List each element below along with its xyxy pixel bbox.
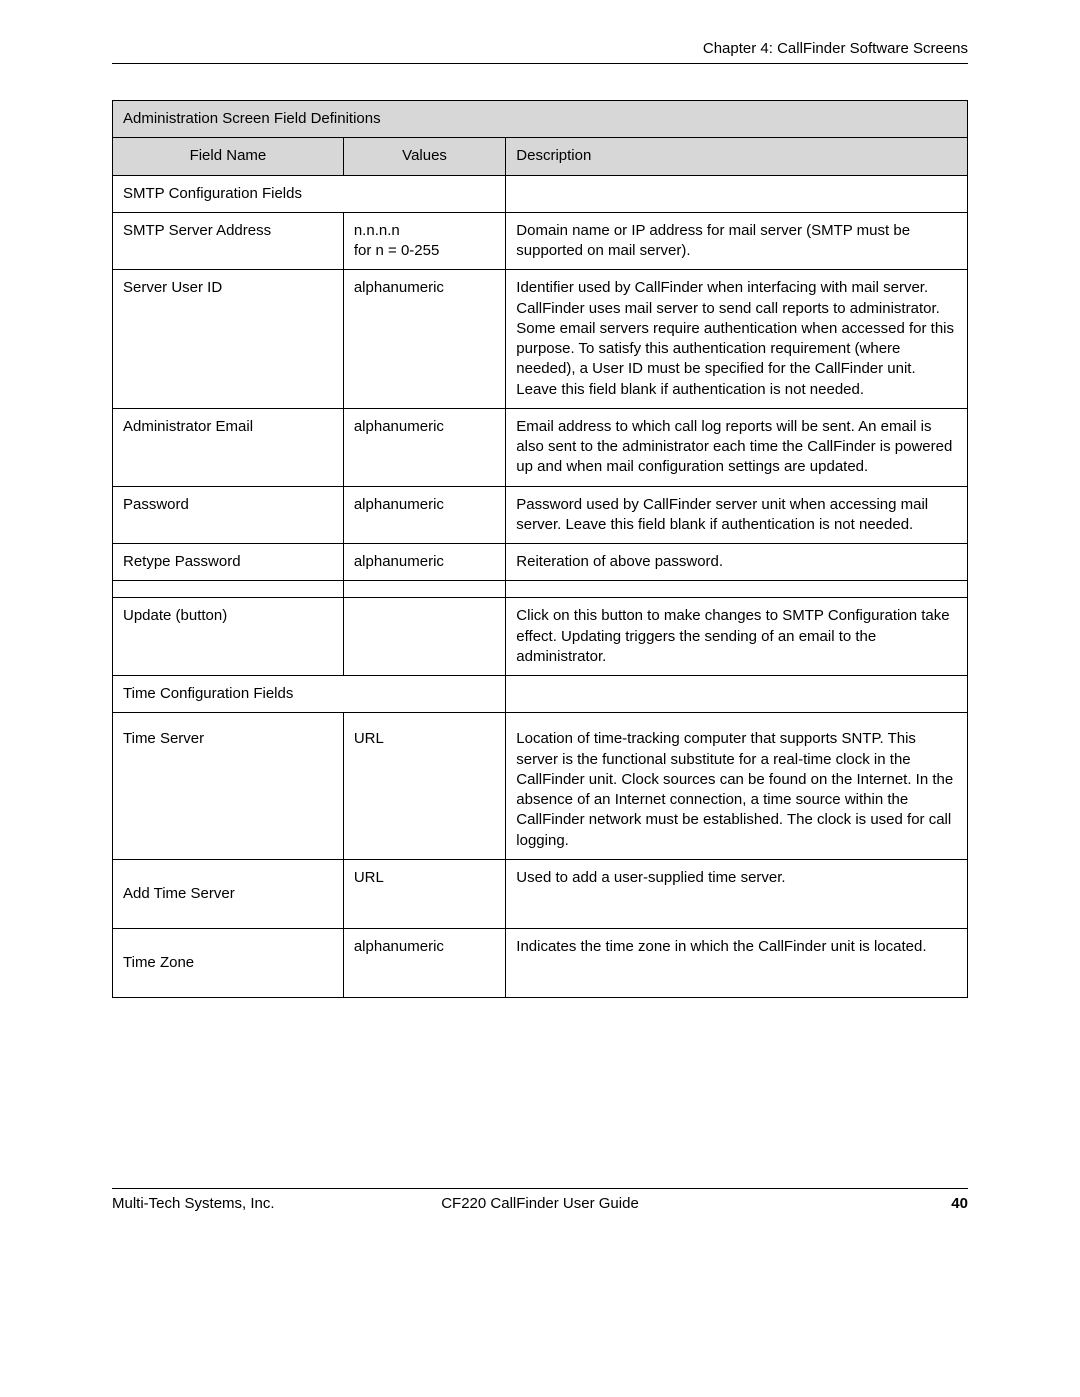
field-name: Time Server <box>113 713 344 860</box>
table-row: Time Server URL Location of time-trackin… <box>113 713 968 860</box>
field-name: Retype Password <box>113 544 344 581</box>
field-values: alphanumeric <box>343 544 505 581</box>
field-values: alphanumeric <box>343 929 505 998</box>
table-row: Server User ID alphanumeric Identifier u… <box>113 270 968 409</box>
field-description: Click on this button to make changes to … <box>506 598 968 676</box>
field-name: Time Zone <box>113 929 344 998</box>
section-time-empty <box>506 676 968 713</box>
col-header-values: Values <box>343 138 505 175</box>
footer-page-number: 40 <box>683 1195 968 1212</box>
field-definitions-table: Administration Screen Field Definitions … <box>112 100 968 998</box>
field-values: alphanumeric <box>343 408 505 486</box>
field-description: Reiteration of above password. <box>506 544 968 581</box>
field-name: Administrator Email <box>113 408 344 486</box>
field-description: Identifier used by CallFinder when inter… <box>506 270 968 409</box>
field-description: Password used by CallFinder server unit … <box>506 486 968 544</box>
field-name: Add Time Server <box>113 859 344 928</box>
col-header-description: Description <box>506 138 968 175</box>
field-values: alphanumeric <box>343 270 505 409</box>
table-row: Retype Password alphanumeric Reiteration… <box>113 544 968 581</box>
section-smtp-empty <box>506 175 968 212</box>
field-name: Password <box>113 486 344 544</box>
section-smtp: SMTP Configuration Fields <box>113 175 968 212</box>
table-row: SMTP Server Address n.n.n.n for n = 0-25… <box>113 212 968 270</box>
field-name: Server User ID <box>113 270 344 409</box>
table-header-row: Field Name Values Description <box>113 138 968 175</box>
table-row: Update (button) Click on this button to … <box>113 598 968 676</box>
section-time: Time Configuration Fields <box>113 676 968 713</box>
table-title: Administration Screen Field Definitions <box>113 101 968 138</box>
field-values: alphanumeric <box>343 486 505 544</box>
field-name: SMTP Server Address <box>113 212 344 270</box>
field-description: Email address to which call log reports … <box>506 408 968 486</box>
table-row: Password alphanumeric Password used by C… <box>113 486 968 544</box>
section-time-label: Time Configuration Fields <box>113 676 506 713</box>
field-name: Update (button) <box>113 598 344 676</box>
table-row: Time Zone alphanumeric Indicates the tim… <box>113 929 968 998</box>
col-header-field: Field Name <box>113 138 344 175</box>
footer-doc-title: CF220 CallFinder User Guide <box>397 1195 682 1212</box>
document-page: Chapter 4: CallFinder Software Screens A… <box>0 0 1080 1252</box>
page-footer: Multi-Tech Systems, Inc. CF220 CallFinde… <box>112 1188 968 1212</box>
field-values: n.n.n.n for n = 0-255 <box>343 212 505 270</box>
field-values <box>343 598 505 676</box>
page-header: Chapter 4: CallFinder Software Screens <box>112 40 968 64</box>
field-description: Domain name or IP address for mail serve… <box>506 212 968 270</box>
table-title-row: Administration Screen Field Definitions <box>113 101 968 138</box>
table-row: Add Time Server URL Used to add a user-s… <box>113 859 968 928</box>
spacer-row <box>113 581 968 598</box>
field-description: Location of time-tracking computer that … <box>506 713 968 860</box>
field-description: Indicates the time zone in which the Cal… <box>506 929 968 998</box>
footer-company: Multi-Tech Systems, Inc. <box>112 1195 397 1212</box>
field-values: URL <box>343 859 505 928</box>
field-values: URL <box>343 713 505 860</box>
chapter-title: Chapter 4: CallFinder Software Screens <box>703 40 968 57</box>
section-smtp-label: SMTP Configuration Fields <box>113 175 506 212</box>
table-row: Administrator Email alphanumeric Email a… <box>113 408 968 486</box>
field-description: Used to add a user-supplied time server. <box>506 859 968 928</box>
